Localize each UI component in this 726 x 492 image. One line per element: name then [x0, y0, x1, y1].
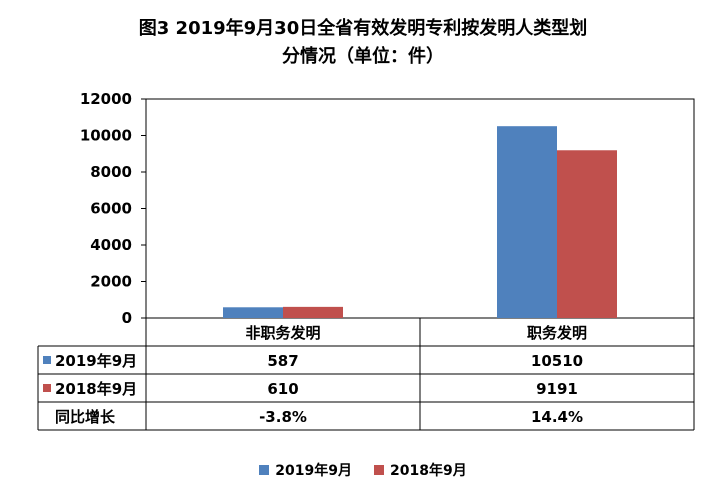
- y-tick-label: 0: [122, 309, 132, 327]
- y-tick-label: 2000: [90, 273, 132, 291]
- table-cell-2-0: -3.8%: [259, 408, 307, 426]
- legend-item-2019: 2019年9月: [259, 460, 352, 480]
- bar-2019-0: [223, 307, 283, 318]
- y-tick-label: 6000: [90, 200, 132, 218]
- table-cell-1-1: 9191: [536, 380, 578, 398]
- bar-2019-1: [497, 126, 557, 318]
- table-cell-2-1: 14.4%: [531, 408, 583, 426]
- legend-swatch-2018: [374, 465, 384, 475]
- y-tick-label: 4000: [90, 236, 132, 254]
- table-cell-0-1: 10510: [531, 352, 583, 370]
- table-row-label-2: 同比增长: [55, 408, 116, 426]
- y-tick-label: 10000: [80, 127, 132, 145]
- table-row-label-1: 2018年9月: [55, 380, 137, 398]
- table-header-1: 职务发明: [527, 324, 587, 342]
- legend-swatch-2019: [259, 465, 270, 475]
- table-row-swatch-0: [43, 356, 51, 364]
- y-tick-label: 8000: [90, 163, 132, 181]
- table-row-swatch-1: [43, 384, 51, 392]
- legend-item-2018: 2018年9月: [374, 460, 467, 480]
- chart-title-line1: 图3 2019年9月30日全省有效发明专利按发明人类型划: [138, 18, 588, 39]
- legend-label-2018: 2018年9月: [390, 463, 467, 479]
- y-tick-label: 12000: [80, 90, 132, 108]
- table-header-0: 非职务发明: [245, 324, 320, 342]
- bar-2018-1: [557, 150, 617, 318]
- table-cell-0-0: 587: [267, 352, 298, 370]
- legend: 2019年9月 2018年9月: [0, 460, 726, 480]
- legend-label-2019: 2019年9月: [275, 463, 352, 479]
- bar-2018-0: [283, 306, 343, 318]
- chart-title-line2: 分情况（单位：件）: [282, 46, 444, 67]
- table-cell-1-0: 610: [267, 380, 298, 398]
- table-row-label-0: 2019年9月: [55, 352, 137, 370]
